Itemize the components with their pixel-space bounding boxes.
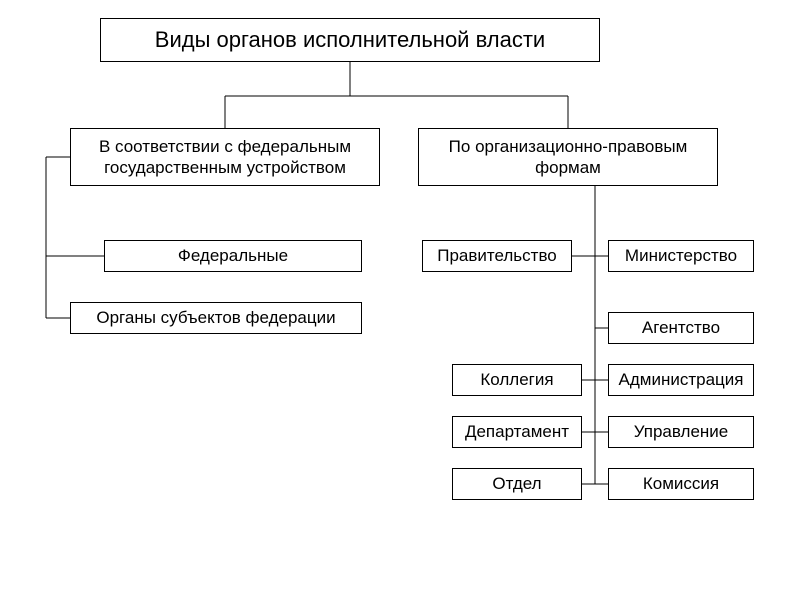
node-agency: Агентство	[608, 312, 754, 344]
node-label: Органы субъектов федерации	[96, 307, 335, 328]
node-label: Коллегия	[480, 369, 553, 390]
node-label: Комиссия	[643, 473, 719, 494]
node-admin: Администрация	[608, 364, 754, 396]
node-root: Виды органов исполнительной власти	[100, 18, 600, 62]
node-label: Управление	[634, 421, 729, 442]
node-label: Департамент	[465, 421, 569, 442]
node-label: Правительство	[437, 245, 557, 266]
node-label: Агентство	[642, 317, 720, 338]
node-federal: Федеральные	[104, 240, 362, 272]
node-ministry: Министерство	[608, 240, 754, 272]
node-dept: Департамент	[452, 416, 582, 448]
diagram-edges	[0, 0, 800, 600]
node-label: Федеральные	[178, 245, 288, 266]
node-label: Министерство	[625, 245, 737, 266]
node-label: Виды органов исполнительной власти	[155, 26, 545, 54]
node-label: Отдел	[492, 473, 541, 494]
diagram-stage: Виды органов исполнительной власти В соо…	[0, 0, 800, 600]
node-collegium: Коллегия	[452, 364, 582, 396]
node-mgmt: Управление	[608, 416, 754, 448]
node-branch-left: В соответствии с федеральным государстве…	[70, 128, 380, 186]
node-label: Администрация	[619, 369, 744, 390]
node-label: В соответствии с федеральным государстве…	[79, 136, 371, 179]
node-subjects: Органы субъектов федерации	[70, 302, 362, 334]
node-gov: Правительство	[422, 240, 572, 272]
node-branch-right: По организационно-правовым формам	[418, 128, 718, 186]
node-commission: Комиссия	[608, 468, 754, 500]
node-label: По организационно-правовым формам	[427, 136, 709, 179]
node-otdel: Отдел	[452, 468, 582, 500]
